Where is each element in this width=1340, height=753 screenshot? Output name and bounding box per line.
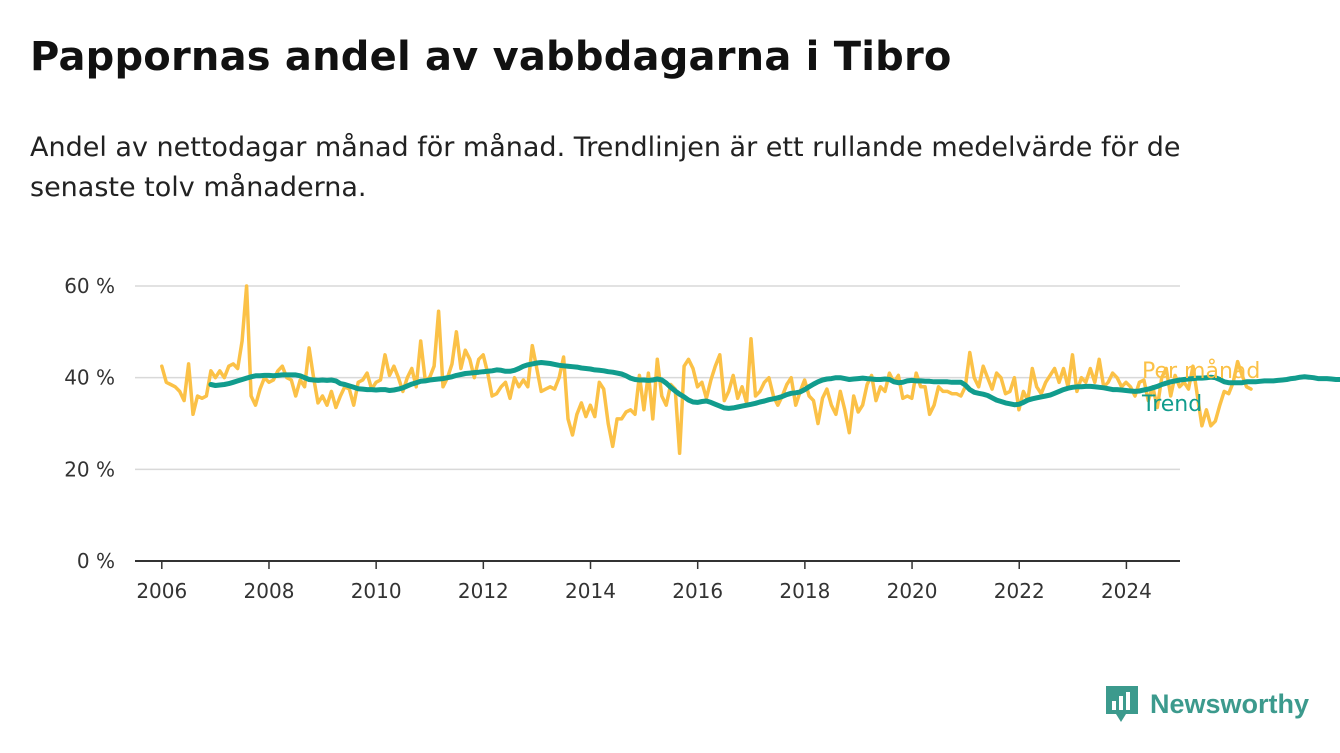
x-tick-label: 2008 bbox=[244, 579, 295, 603]
x-tick-label: 2010 bbox=[351, 579, 402, 603]
x-tick-label: 2020 bbox=[887, 579, 938, 603]
newsworthy-brand: Newsworthy bbox=[1104, 684, 1309, 724]
x-axis: 2006 2008 2010 2012 2014 2016 2018 2020 2022 2024 bbox=[135, 560, 1180, 603]
series-lines bbox=[160, 284, 1340, 456]
legend-label-trend: Trend bbox=[1141, 392, 1202, 417]
y-tick-label: 0 % bbox=[77, 549, 115, 573]
series-line-trend bbox=[208, 360, 1340, 411]
chart-subtitle: Andel av nettodagar månad för månad. Tre… bbox=[30, 132, 1181, 203]
y-tick-label: 60 % bbox=[64, 274, 115, 298]
newsworthy-logo-icon bbox=[1106, 686, 1138, 722]
x-tick-label: 2018 bbox=[779, 579, 830, 603]
brand-name: Newsworthy bbox=[1150, 688, 1310, 719]
x-tick-label: 2016 bbox=[672, 579, 723, 603]
x-tick-label: 2024 bbox=[1101, 579, 1152, 603]
y-axis-tick-labels: 0 % 20 % 40 % 60 % bbox=[64, 274, 115, 573]
x-tick-label: 2022 bbox=[994, 579, 1045, 603]
series-line-per-manad bbox=[160, 284, 1253, 456]
y-tick-label: 40 % bbox=[64, 366, 115, 390]
x-tick-label: 2014 bbox=[565, 579, 616, 603]
y-tick-label: 20 % bbox=[64, 457, 115, 481]
chart-title: Pappornas andel av vabbdagarna i Tibro bbox=[30, 34, 952, 80]
x-tick-label: 2006 bbox=[136, 579, 187, 603]
inline-legend: Per månad Trend bbox=[1141, 358, 1260, 417]
legend-label-per-manad: Per månad bbox=[1142, 358, 1260, 384]
x-tick-label: 2012 bbox=[458, 579, 509, 603]
